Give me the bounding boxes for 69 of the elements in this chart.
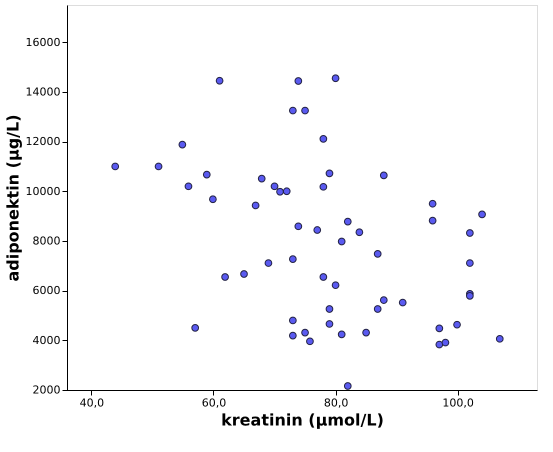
y-tick-label: 8000 <box>32 234 60 248</box>
point <box>301 328 309 336</box>
y-tick-label: 6000 <box>32 284 60 298</box>
point <box>202 170 211 178</box>
point <box>435 340 444 348</box>
point <box>374 250 382 258</box>
point <box>326 170 334 178</box>
point <box>332 74 340 82</box>
point <box>362 328 370 336</box>
y-tick-label: 16000 <box>26 36 60 49</box>
point <box>306 337 314 346</box>
point <box>478 210 486 218</box>
point <box>240 270 248 278</box>
point <box>428 216 436 224</box>
point <box>466 259 474 267</box>
x-tick-label: 100,0 <box>442 396 474 410</box>
point <box>380 296 388 304</box>
point <box>216 76 224 85</box>
point <box>435 324 444 332</box>
x-tick-label: 40,0 <box>80 396 104 410</box>
point <box>294 77 302 85</box>
point <box>466 229 474 237</box>
point <box>356 228 364 236</box>
point <box>326 320 334 328</box>
point <box>326 305 334 313</box>
point <box>428 200 436 208</box>
y-tick-label: 14000 <box>26 85 60 98</box>
y-tick-label: 10000 <box>26 184 60 198</box>
point <box>344 382 352 390</box>
x-axis-title: kreatinin (µmol/L) <box>221 410 384 430</box>
point <box>338 238 346 246</box>
point <box>184 182 192 190</box>
point <box>338 330 346 338</box>
point <box>288 316 297 324</box>
point <box>294 222 302 230</box>
point <box>221 273 229 281</box>
point <box>442 338 450 346</box>
y-tick-label: 2000 <box>32 384 60 396</box>
point <box>496 334 504 343</box>
point <box>209 195 217 204</box>
y-axis-title: adiponektin (µg/L) <box>4 114 23 282</box>
point <box>252 202 260 210</box>
point <box>344 218 352 226</box>
point <box>154 162 162 170</box>
point <box>270 182 278 190</box>
point <box>288 106 297 114</box>
point <box>258 174 266 182</box>
point <box>282 187 291 196</box>
point <box>111 162 120 170</box>
x-tick-label: 80,0 <box>324 396 348 410</box>
point <box>301 106 309 114</box>
x-tick-label: 60,0 <box>202 396 226 410</box>
point <box>320 135 328 143</box>
point <box>191 324 200 332</box>
point <box>276 188 284 196</box>
point <box>374 305 382 313</box>
point <box>320 273 328 281</box>
y-tick-label: 12000 <box>26 135 60 148</box>
point <box>178 140 186 148</box>
point <box>332 281 340 290</box>
point <box>380 172 388 180</box>
point <box>320 182 328 191</box>
y-tick-label: 4000 <box>32 334 60 347</box>
point <box>313 226 322 234</box>
point <box>264 259 272 267</box>
point <box>398 298 407 306</box>
point <box>288 332 297 340</box>
point <box>453 320 461 329</box>
point <box>288 255 297 263</box>
